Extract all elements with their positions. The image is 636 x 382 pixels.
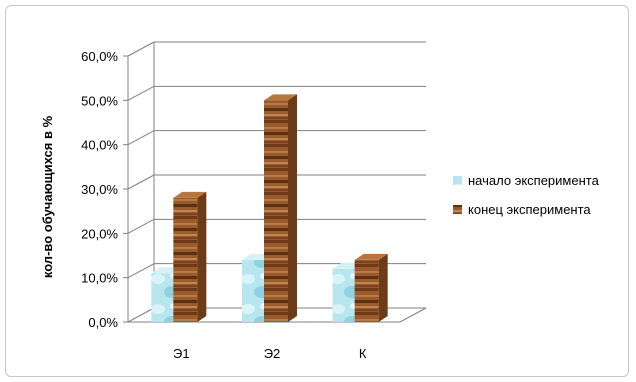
bar-front: [151, 273, 176, 322]
legend: начало эксперимента конец эксперимента: [453, 173, 600, 217]
bar-front: [332, 268, 357, 322]
y-tick-label: 20,0%: [81, 226, 118, 241]
bars: [151, 94, 388, 322]
gridline-side: [127, 85, 155, 101]
floor-edge: [399, 307, 427, 323]
gridline-side: [127, 218, 155, 234]
bar-front: [264, 100, 288, 322]
bar-side: [197, 191, 207, 322]
y-tick-label: 0,0%: [88, 315, 118, 330]
bar: [264, 94, 297, 322]
bar-top: [173, 191, 207, 198]
gridline-side: [127, 130, 155, 146]
bar-top: [264, 94, 297, 101]
y-axis-label: кол-во обучающихся в %: [40, 115, 55, 278]
legend-label: конец эксперимента: [468, 202, 591, 217]
x-tick-label: К: [359, 346, 367, 361]
y-tick-label: 30,0%: [81, 182, 118, 197]
y-tick-label: 60,0%: [81, 49, 118, 64]
y-tick-label: 10,0%: [81, 271, 118, 286]
x-tick-label: Э2: [264, 346, 281, 361]
legend-swatch: [453, 205, 462, 214]
x-tick-label: Э1: [173, 346, 190, 361]
y-tick-labels: 0,0% 10,0% 20,0% 30,0% 40,0% 50,0% 60,0%: [81, 49, 118, 330]
legend-swatch: [453, 176, 462, 185]
bar-front: [354, 259, 379, 322]
gridline-side: [127, 263, 155, 279]
gridline-side: [127, 174, 155, 190]
gridline-side: [127, 41, 155, 57]
gridline-side: [127, 307, 155, 323]
bar: [173, 191, 207, 322]
chart-frame: [5, 5, 629, 377]
legend-label: начало эксперимента: [468, 173, 600, 188]
y-tick-label: 50,0%: [81, 93, 118, 108]
category-labels: Э1 Э2 К: [173, 346, 367, 361]
bar-front: [173, 197, 198, 322]
bar-front: [242, 259, 266, 322]
bar-top: [354, 253, 388, 260]
bar-side: [288, 94, 297, 322]
bar-side: [378, 253, 388, 322]
bar: [354, 253, 388, 322]
y-tick-label: 40,0%: [81, 138, 118, 153]
